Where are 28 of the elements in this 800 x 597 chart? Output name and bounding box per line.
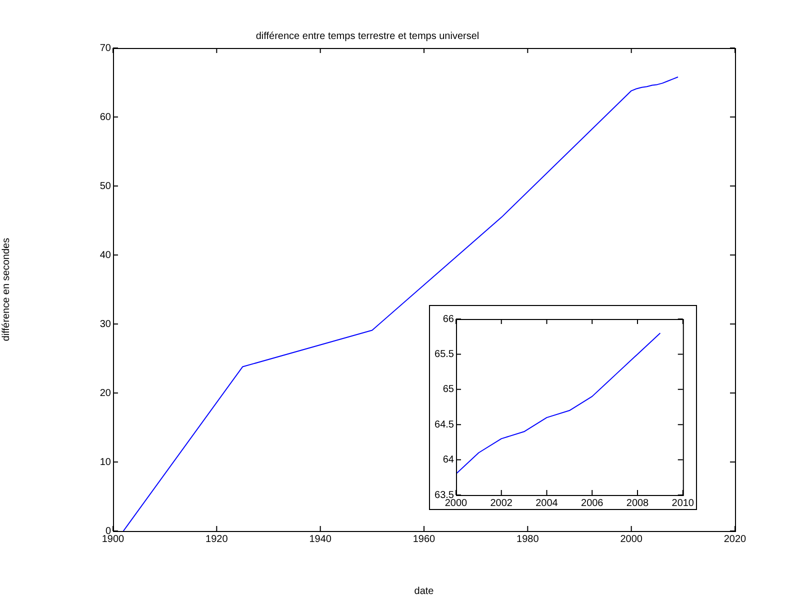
x-tick-label: 1960: [412, 534, 436, 545]
x-tick-label: 1940: [309, 534, 332, 545]
x-tick-label: 2002: [490, 498, 513, 509]
y-tick-label: 64: [442, 454, 454, 466]
x-tick-label: 2004: [536, 498, 558, 509]
y-tick-label: 66: [442, 314, 454, 325]
y-tick-label: 10: [100, 456, 112, 468]
x-tick-label: 1920: [206, 534, 228, 545]
x-axis-title: date: [414, 586, 434, 597]
y-tick-label: 40: [100, 250, 112, 261]
x-tick-label: 1900: [102, 534, 125, 545]
x-tick-label: 2020: [724, 534, 747, 545]
y-tick-label: 70: [100, 42, 112, 54]
y-tick-label: 30: [100, 318, 112, 330]
y-axis-title: différence en secondes: [0, 238, 12, 342]
y-tick-label: 60: [100, 112, 112, 123]
y-tick-label: 64.5: [434, 419, 454, 430]
y-tick-label: 50: [100, 180, 112, 192]
x-tick-label: 1980: [516, 534, 540, 545]
y-tick-label: 65.5: [434, 348, 454, 360]
x-tick-label: 2008: [626, 498, 650, 509]
y-tick-label: 65: [442, 384, 454, 396]
y-tick-label: 20: [100, 388, 112, 399]
x-tick-label: 2000: [444, 498, 468, 509]
x-tick-label: 2010: [672, 498, 694, 509]
chart-title: différence entre temps terrestre et temps universel: [256, 30, 480, 42]
x-tick-label: 2000: [620, 534, 643, 545]
x-tick-label: 2006: [581, 498, 604, 509]
